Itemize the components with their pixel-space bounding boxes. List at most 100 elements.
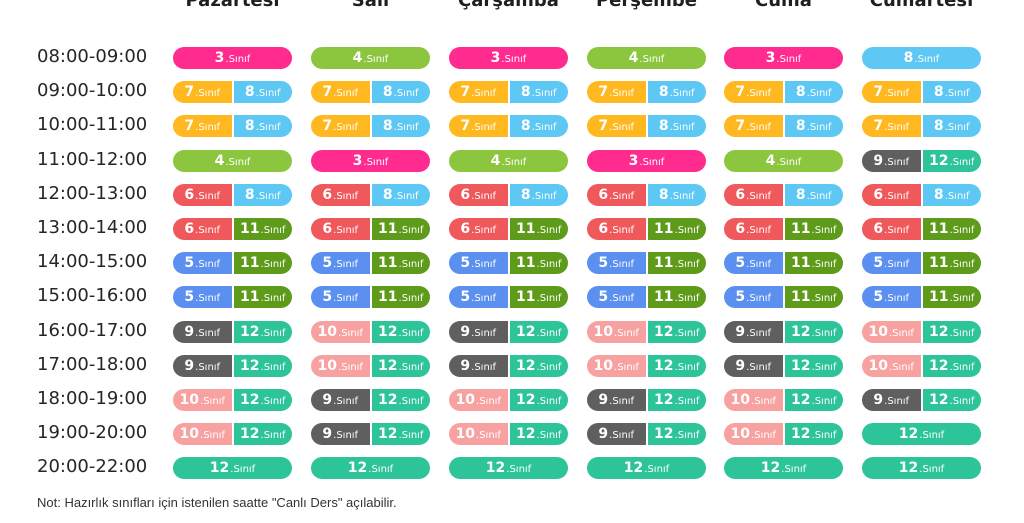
class-number: 6 [322,187,333,203]
class-pill-7: 7 .Sınıf [724,81,783,103]
class-suffix: .Sınıf [944,191,970,202]
class-pill-6: 6 .Sınıf [724,184,783,206]
class-number: 8 [382,118,393,134]
time-slot: 12 .Sınıf [862,423,981,445]
class-number: 6 [735,221,746,237]
time-slot: 4 .Sınıf [587,47,706,69]
class-pill-3: 3 .Sınıf [587,150,706,172]
class-suffix: .Sınıf [889,362,914,373]
timetable-row: 10 .Sınıf 12 .Sınıf 9 .Sınıf 12 .Sınıf 10 .Sınıf 1… [0,423,1024,445]
time-slot: 9 .Sınıf 12 .Sınıf [311,389,430,411]
class-pill-6: 6 .Sınıf [311,218,370,240]
class-number: 12 [516,392,536,408]
class-number: 8 [520,118,531,134]
class-pill-10: 10 .Sınıf [587,321,646,343]
class-number: 7 [735,118,746,134]
class-number: 12 [485,460,506,476]
class-suffix: .Sınıf [195,225,221,236]
class-pill-4: 4 .Sınıf [587,47,706,69]
class-pill-8: 8 .Sınıf [922,184,981,206]
class-number: 12 [791,426,811,442]
class-number: 11 [929,289,949,305]
timetable-row: 9 .Sınıf 12 .Sınıf 10 .Sınıf 12 .Sınıf 9 .Sınıf 12… [0,355,1024,377]
class-number: 10 [868,324,889,340]
class-pill-12: 12 .Sınıf [724,457,843,479]
class-suffix: .Sınıf [746,225,772,236]
class-number: 12 [929,358,949,374]
class-number: 11 [791,255,811,271]
class-suffix: .Sınıf [536,225,562,236]
time-slot: 5 .Sınıf 11 .Sınıf [862,252,981,274]
class-pill-6: 6 .Sınıf [173,184,232,206]
time-slot: 4 .Sınıf [173,150,292,172]
class-number: 6 [598,187,609,203]
time-slot: 9 .Sınıf 12 .Sınıf [587,389,706,411]
class-suffix: .Sınıf [674,430,700,441]
class-pill-9: 9 .Sınıf [724,321,783,343]
class-number: 11 [240,221,260,237]
class-suffix: .Sınıf [260,328,286,339]
class-number: 6 [184,187,195,203]
class-suffix: .Sınıf [333,293,359,304]
class-number: 12 [378,358,398,374]
class-pill-5: 5 .Sınıf [724,252,783,274]
class-suffix: .Sınıf [919,464,945,475]
class-suffix: .Sınıf [884,225,910,236]
class-suffix: .Sınıf [919,430,945,441]
class-suffix: .Sınıf [398,362,424,373]
class-number: 5 [184,289,195,305]
day-header: Perşembe [595,0,698,11]
class-suffix: .Sınıf [944,122,970,133]
time-slot: 5 .Sınıf 11 .Sınıf [173,252,292,274]
time-slot: 10 .Sınıf 12 .Sınıf [724,389,843,411]
class-suffix: .Sınıf [471,225,497,236]
time-slot: 8 .Sınıf [862,47,981,69]
time-slot: 10 .Sınıf 12 .Sınıf [173,389,292,411]
class-number: 11 [654,221,674,237]
class-number: 5 [873,255,884,271]
class-number: 9 [460,324,471,340]
class-pill-8: 8 .Sınıf [862,47,981,69]
class-number: 7 [873,118,884,134]
time-slot: 9 .Sınıf 12 .Sınıf [449,321,568,343]
time-slot: 9 .Sınıf 12 .Sınıf [724,321,843,343]
class-number: 12 [623,460,644,476]
class-suffix: .Sınıf [195,259,221,270]
class-pill-6: 6 .Sınıf [173,218,232,240]
time-slot: 9 .Sınıf 12 .Sınıf [173,321,292,343]
class-pill-8: 8 .Sınıf [647,81,706,103]
time-slot: 6 .Sınıf 8 .Sınıf [724,184,843,206]
time-slot: 10 .Sınıf 12 .Sınıf [449,423,568,445]
class-pill-5: 5 .Sınıf [862,252,921,274]
time-slot: 5 .Sınıf 11 .Sınıf [724,252,843,274]
class-suffix: .Sınıf [609,225,635,236]
class-pill-9: 9 .Sınıf [173,321,232,343]
class-suffix: .Sınıf [230,464,256,475]
timetable-row: 5 .Sınıf 11 .Sınıf 5 .Sınıf 11 .Sınıf 5 .Sınıf 11.… [0,252,1024,274]
class-pill-10: 10 .Sınıf [173,389,232,411]
class-pill-8: 8 .Sınıf [509,115,568,137]
class-suffix: .Sınıf [471,259,497,270]
class-pill-7: 7 .Sınıf [587,115,646,137]
time-slot: 4 .Sınıf [724,150,843,172]
class-pill-12: 12 .Sınıf [509,423,568,445]
class-number: 8 [903,50,914,66]
class-pill-11: 11 .Sınıf [233,286,292,308]
class-suffix: .Sınıf [614,328,639,339]
class-number: 10 [179,426,200,442]
time-slot: 7 .Sınıf 8 .Sınıf [587,81,706,103]
class-number: 8 [244,187,255,203]
class-number: 5 [735,255,746,271]
class-pill-11: 11 .Sınıf [371,252,430,274]
time-slot: 9 .Sınıf 12 .Sınıf [449,355,568,377]
class-suffix: .Sınıf [333,122,359,133]
time-slot: 7 .Sınıf 8 .Sınıf [449,115,568,137]
class-pill-4: 4 .Sınıf [173,150,292,172]
class-pill-8: 8 .Sınıf [371,184,430,206]
class-number: 7 [460,84,471,100]
class-number: 12 [654,426,674,442]
class-suffix: .Sınıf [195,122,221,133]
time-slot: 3 .Sınıf [311,150,430,172]
time-slot: 5 .Sınıf 11 .Sınıf [311,252,430,274]
timetable-row: 10 .Sınıf 12 .Sınıf 9 .Sınıf 12 .Sınıf 10 .Sınıf 1… [0,389,1024,411]
